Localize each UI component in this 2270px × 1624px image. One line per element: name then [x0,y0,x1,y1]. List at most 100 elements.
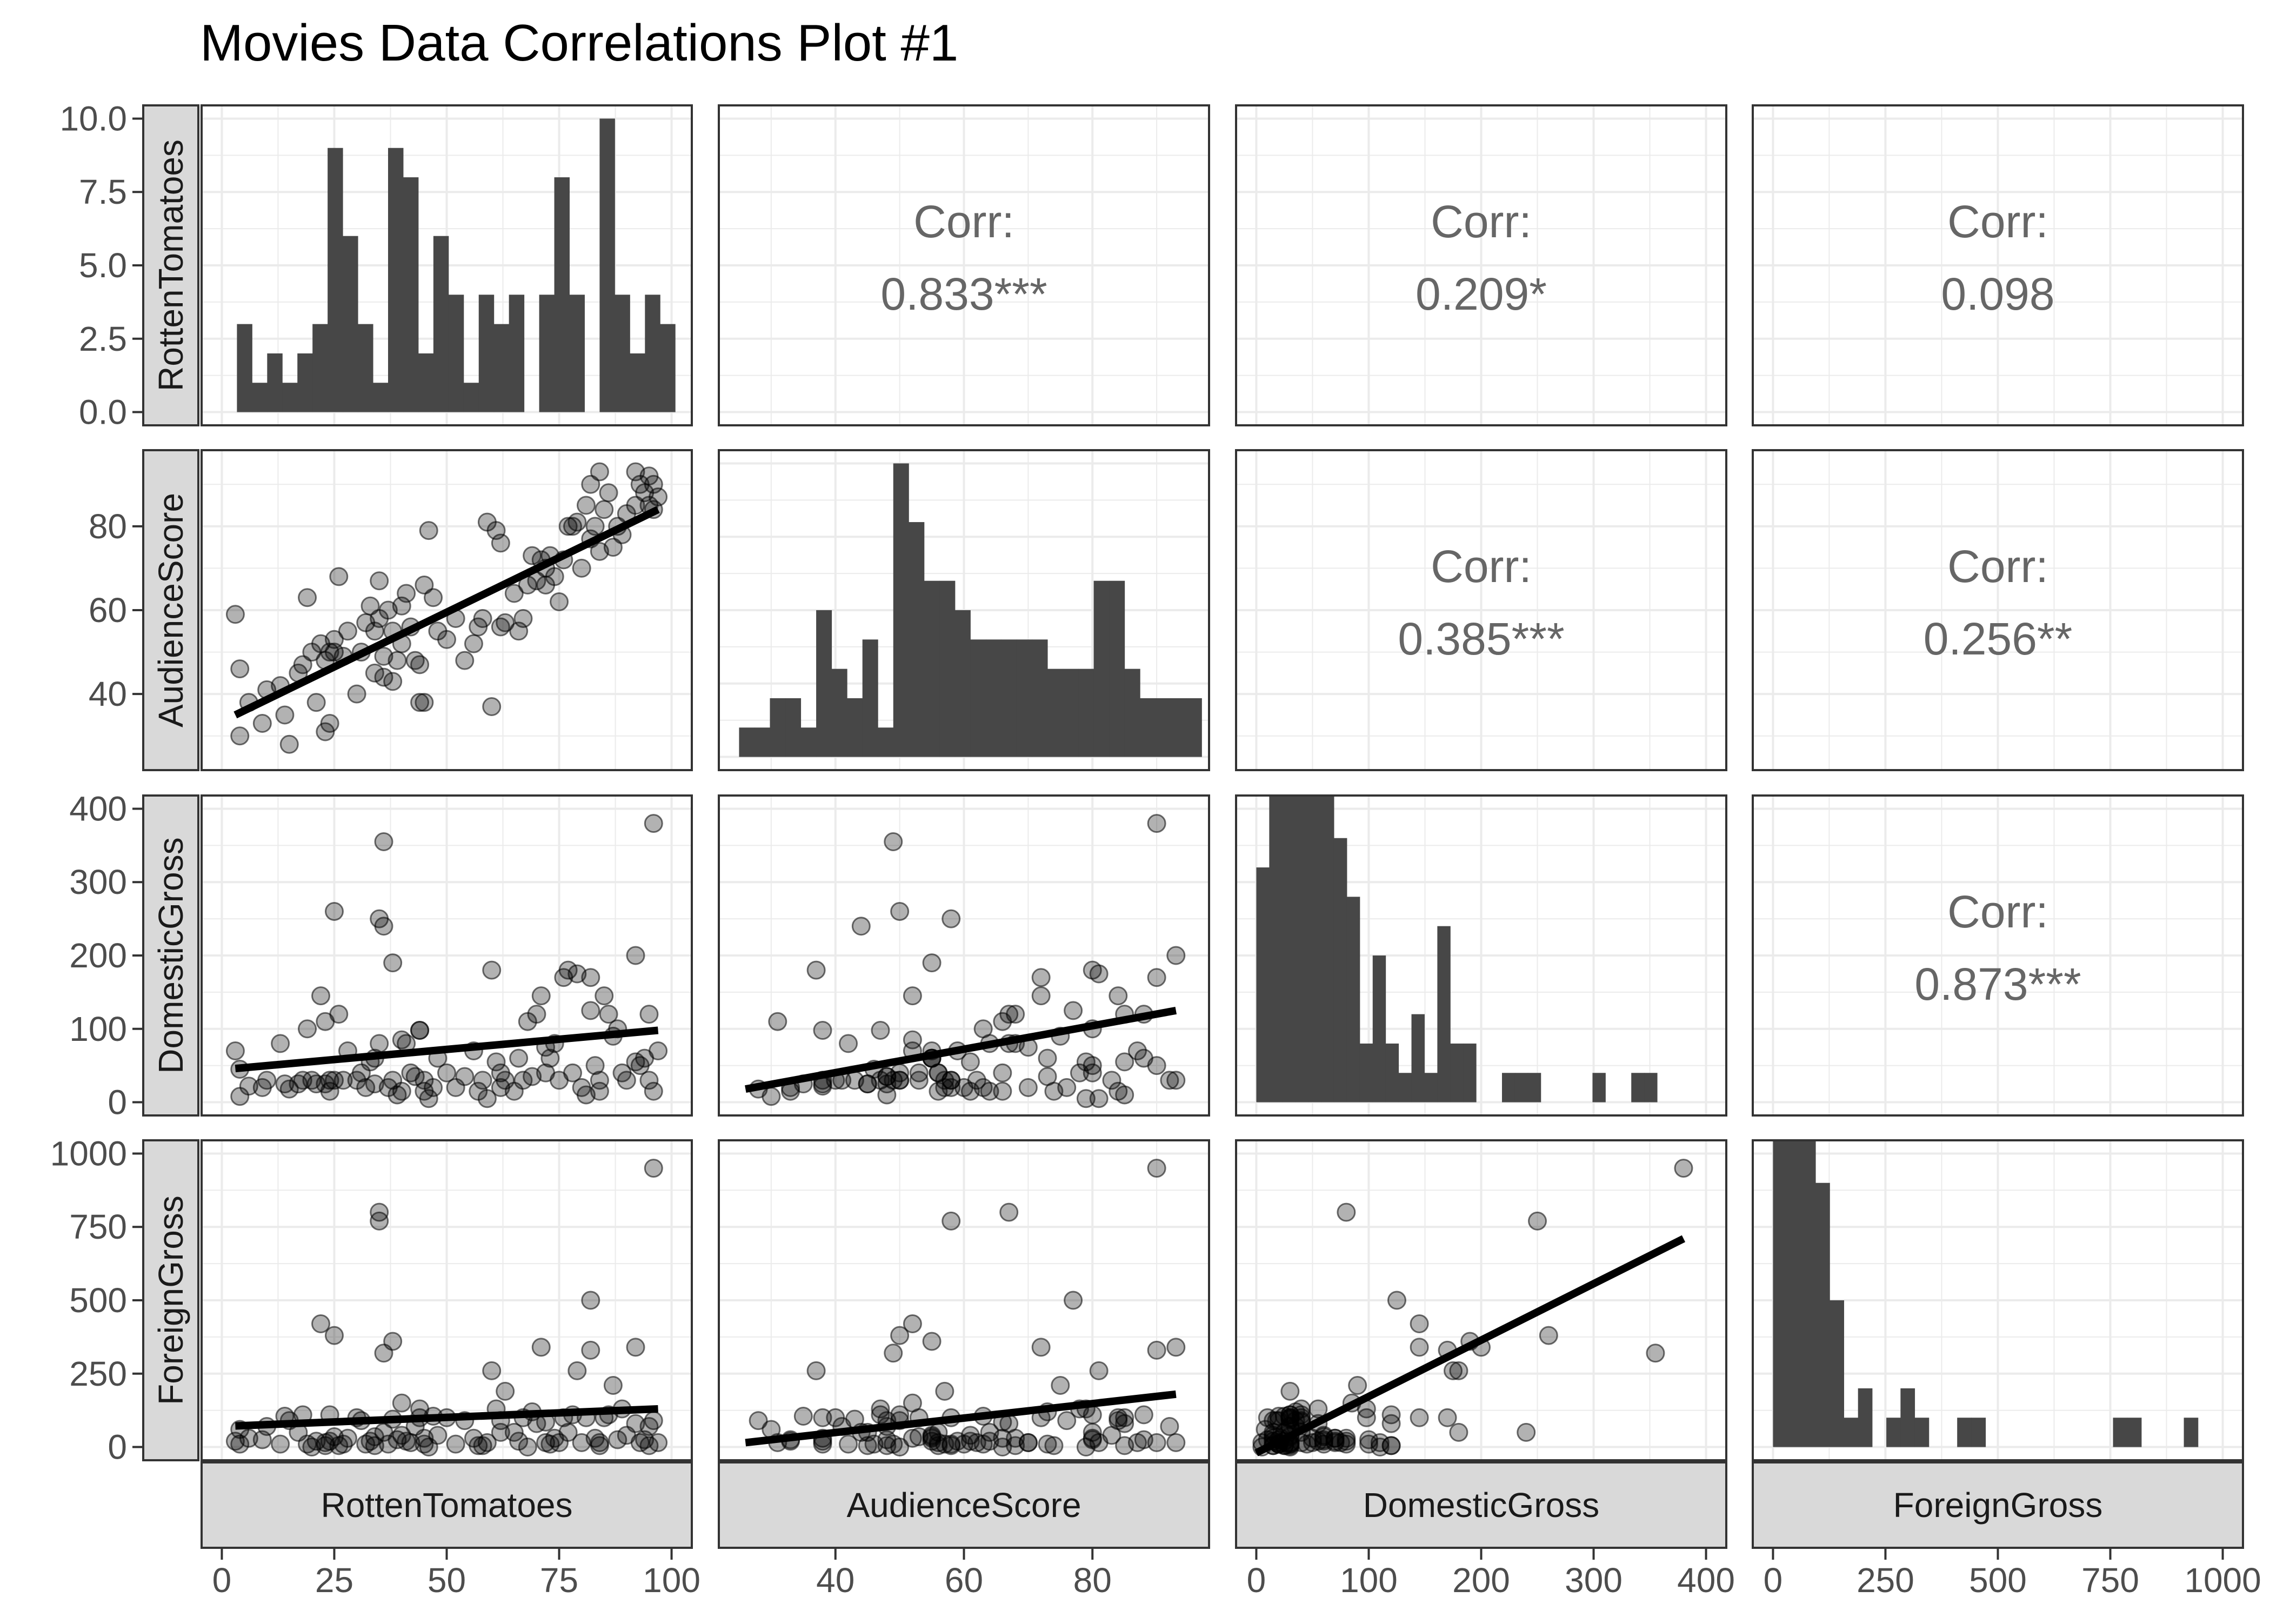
histogram-bar [630,353,645,412]
histogram-bar [1971,1418,1986,1447]
scatter-point [1083,1430,1102,1449]
scatter-point [845,1071,864,1090]
scatter-point [473,1071,492,1090]
scatter-point [1044,1081,1064,1101]
scatter-point [1646,1344,1665,1363]
scatter-point [890,1326,910,1345]
corr-label: Corr: [1431,196,1532,247]
histogram-bar [373,383,389,412]
scatter-point [1134,1405,1153,1425]
scatter-point [793,1407,813,1426]
histogram-bar [816,610,832,757]
scatter-point [1269,1411,1288,1431]
scatter-point [1018,1078,1038,1097]
y-axis-tick-label: 60 [89,591,127,630]
scatter-point [1064,1001,1083,1020]
strip-background [201,1461,693,1549]
y-axis-tick-label: 0.0 [79,393,127,432]
scatter-point [1038,1434,1057,1454]
scatter-point [1166,1338,1186,1357]
corr-value: 0.209* [1416,269,1547,319]
scatter-point [1381,1405,1401,1425]
panel-RottenTomatoes-ForeignGross: Corr: 0.098 [1752,104,2244,426]
scatter-point [338,621,357,641]
scatter-point [1102,1071,1121,1090]
scatter-point [826,1408,845,1427]
histogram-bar [1411,1014,1425,1102]
x-axis-tick-label: 0 [212,1561,232,1600]
histogram-bar [1501,1073,1515,1102]
histogram-bar [1424,1073,1438,1102]
scatter-point [324,902,344,921]
scatter-point [374,917,393,936]
scatter-point [383,672,403,691]
scatter-point [311,1314,331,1333]
corr-label: Corr: [1947,541,2048,592]
x-axis-tick-label: 300 [1565,1561,1623,1600]
scatter-point [1528,1211,1547,1231]
scatter-point [298,1019,317,1039]
histogram-bar [433,236,449,412]
scatter-point [639,1071,659,1090]
row-strip-label: ForeignGross [151,1195,190,1405]
scatter-point [1264,1411,1283,1431]
scatter-point [1410,1338,1429,1357]
scatter-point [922,1432,942,1451]
scatter-point [1292,1399,1311,1419]
scatter-point [446,1434,465,1454]
histogram-bar [252,383,268,412]
histogram-bar [893,463,909,757]
histogram-bar [1914,1418,1929,1447]
y-axis-tick-label: 0 [108,1428,127,1467]
y-axis-tick-label: 10.0 [59,99,127,138]
y-axis-tick-label: 80 [89,507,127,546]
scatter-point [1115,1052,1134,1072]
panel-content [1256,796,1658,1102]
scatter-point [1303,1433,1322,1452]
scatter-point [293,655,312,674]
x-axis-tick-label: 1000 [2184,1561,2261,1600]
scatter-point [455,1067,475,1086]
histogram-bar [1385,1043,1399,1102]
strip-background [1235,1461,1727,1549]
scatter-point [1387,1291,1406,1310]
panel-border [1752,449,2244,771]
x-axis-tick-label: 500 [1969,1561,2027,1600]
scatter-point [813,1020,832,1040]
row-strip-ForeignGross: ForeignGross [142,1139,199,1461]
scatter-point [1314,1430,1333,1449]
scatter-point [1160,1417,1179,1436]
panel-content [1252,1159,1693,1457]
panel-border [718,794,1210,1117]
panel-AudienceScore-ForeignGross: Corr: 0.256** [1752,449,2244,771]
column-strip-AudienceScore: AudienceScore [718,1461,1210,1549]
scatter-point [639,1005,659,1024]
y-axis-tick-label: 7.5 [79,172,127,211]
scatter-point [311,986,331,1006]
scatter-point [428,1426,448,1445]
scatter-point [603,1376,623,1395]
scatter-point [1359,1430,1378,1449]
histogram-bar [1450,1043,1464,1102]
scatter-point [374,832,393,852]
x-axis-tick-label: 0 [1247,1561,1266,1600]
scatter-point [378,1434,398,1454]
y-axis-tick-label: 100 [69,1010,127,1048]
scatter-point [1089,1089,1109,1108]
scatter-point [590,1081,609,1101]
scatter-point [909,1071,929,1090]
scatter-point [1018,1433,1038,1452]
scatter-point [482,697,502,716]
column-strip-label: ForeignGross [1893,1486,2103,1525]
scatter-point [1449,1422,1468,1442]
histogram-bar [1186,698,1202,757]
scatter-point [993,1081,1012,1101]
scatter-point [1127,1433,1147,1452]
scatter-point [644,1081,663,1101]
panel-DomesticGross-AudienceScore [718,794,1210,1117]
histogram-bar [2184,1418,2199,1447]
histogram-bar [599,118,615,412]
scatter-point [397,584,416,603]
scatter-point [329,1005,349,1024]
histogram-bar [970,639,986,757]
